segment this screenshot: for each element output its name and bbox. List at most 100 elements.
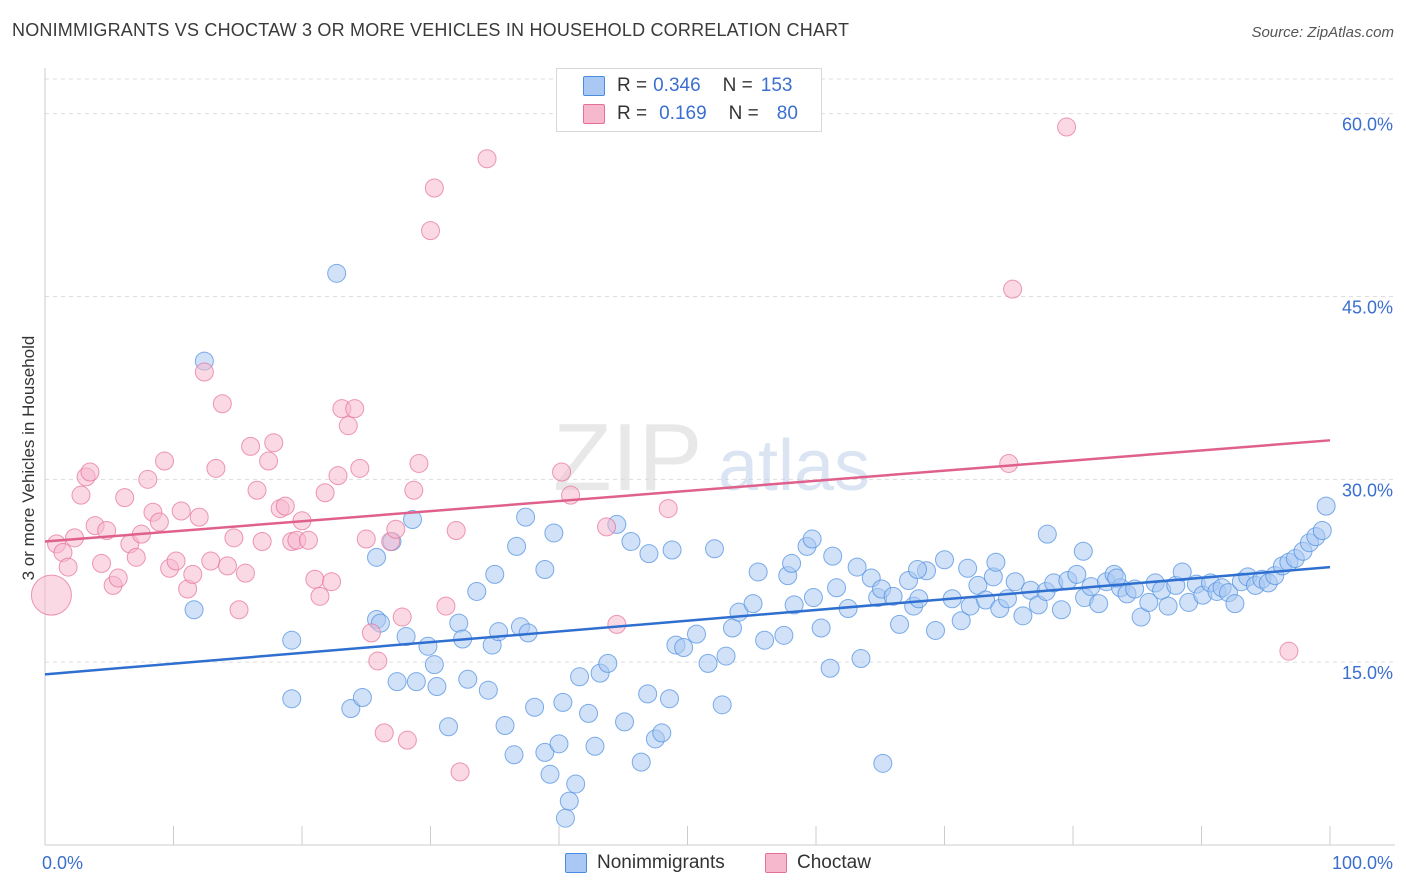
nonimmigrants-point bbox=[639, 544, 659, 564]
choctaw-point bbox=[315, 483, 335, 503]
nonimmigrants-point bbox=[662, 540, 682, 560]
nonimmigrants-point bbox=[951, 611, 971, 631]
bottom-legend-choctaw: Choctaw bbox=[765, 852, 871, 874]
nonimmigrants-point bbox=[722, 618, 742, 638]
nonimmigrants-point bbox=[827, 578, 847, 598]
y-axis-label: 3 or more Vehicles in Household bbox=[19, 336, 38, 581]
nonimmigrants-point bbox=[1225, 594, 1245, 614]
legend-r-label: R = bbox=[617, 75, 648, 96]
nonimmigrants-point bbox=[544, 523, 564, 543]
nonimmigrants-point bbox=[890, 614, 910, 634]
nonimmigrants-point bbox=[674, 638, 694, 658]
nonimmigrants-point bbox=[1013, 606, 1033, 626]
choctaw-point bbox=[224, 528, 244, 548]
nonimmigrants-point bbox=[585, 736, 605, 756]
nonimmigrants-point bbox=[485, 564, 505, 584]
legend-n-value: 80 bbox=[776, 103, 798, 124]
nonimmigrants-point bbox=[1316, 496, 1336, 516]
choctaw-point bbox=[356, 529, 376, 549]
nonimmigrants-point bbox=[418, 636, 438, 656]
nonimmigrants-point bbox=[184, 600, 204, 620]
nonimmigrants-point bbox=[540, 764, 560, 784]
nonimmigrants-point bbox=[282, 630, 302, 650]
nonimmigrants-point bbox=[712, 695, 732, 715]
nonimmigrants-point bbox=[782, 553, 802, 573]
choctaw-trend-line bbox=[44, 439, 1331, 543]
choctaw-point bbox=[345, 399, 365, 419]
legend-r-label: R = bbox=[617, 103, 648, 124]
choctaw-point bbox=[424, 178, 444, 198]
nonimmigrants-point bbox=[851, 649, 871, 669]
nonimmigrants-trend-line bbox=[44, 565, 1331, 676]
nonimmigrants-point bbox=[1131, 607, 1151, 627]
choctaw-point bbox=[1003, 279, 1023, 299]
choctaw-point bbox=[171, 501, 191, 521]
nonimmigrants-point bbox=[535, 560, 555, 580]
legend-swatch-pink bbox=[583, 104, 605, 124]
nonimmigrants-point bbox=[507, 536, 527, 556]
choctaw-point bbox=[310, 586, 330, 606]
nonimmigrants-point bbox=[803, 588, 823, 608]
choctaw-point bbox=[247, 480, 267, 500]
choctaw-point bbox=[259, 451, 279, 471]
choctaw-point bbox=[658, 499, 678, 519]
nonimmigrants-point bbox=[909, 589, 929, 609]
choctaw-point bbox=[206, 458, 226, 478]
nonimmigrants-point bbox=[449, 613, 469, 633]
choctaw-point bbox=[80, 462, 100, 482]
nonimmigrants-point bbox=[743, 594, 763, 614]
choctaw-point bbox=[597, 517, 617, 537]
bottom-legend-swatch-pink bbox=[765, 853, 787, 873]
nonimmigrants-point bbox=[660, 689, 680, 709]
nonimmigrants-point bbox=[516, 507, 536, 527]
nonimmigrants-point bbox=[926, 620, 946, 640]
tick-labels: 15.0% 30.0% 45.0% 60.0% 0.0% 100.0% bbox=[42, 115, 1393, 873]
choctaw-point bbox=[404, 480, 424, 500]
choctaw-point bbox=[368, 651, 388, 671]
choctaw-point bbox=[58, 557, 78, 577]
choctaw-point bbox=[115, 488, 135, 508]
axes bbox=[44, 68, 1395, 846]
nonimmigrants-point bbox=[621, 531, 641, 551]
choctaw-point bbox=[298, 530, 318, 550]
choctaw-point bbox=[361, 623, 381, 643]
y-tick-label: 30.0% bbox=[1342, 480, 1393, 500]
choctaw-point bbox=[350, 458, 370, 478]
nonimmigrants-point bbox=[1158, 596, 1178, 616]
choctaw-point bbox=[1057, 117, 1077, 137]
choctaw-point bbox=[338, 416, 358, 436]
nonimmigrants-point bbox=[579, 703, 599, 723]
nonimmigrants-point bbox=[883, 586, 903, 606]
correlation-legend: R = 0.346 N = 153 R = 0.169 N = 80 bbox=[556, 68, 822, 132]
nonimmigrants-point bbox=[1067, 564, 1087, 584]
choctaw-point bbox=[252, 531, 272, 551]
bottom-legend-label: Nonimmigrants bbox=[597, 852, 725, 873]
nonimmigrants-point bbox=[504, 745, 524, 765]
legend-n-value: 153 bbox=[760, 75, 793, 96]
x-tick-label: 0.0% bbox=[42, 853, 83, 873]
trend-lines bbox=[44, 439, 1331, 676]
legend-r-value: 0.169 bbox=[659, 103, 707, 124]
legend-r-value: 0.346 bbox=[653, 75, 701, 96]
choctaw-point bbox=[149, 512, 169, 532]
nonimmigrants-point bbox=[555, 808, 575, 828]
nonimmigrants-point bbox=[282, 689, 302, 709]
choctaw-point bbox=[229, 600, 249, 620]
choctaw-point bbox=[155, 451, 175, 471]
nonimmigrants-point bbox=[958, 558, 978, 578]
nonimmigrants-point bbox=[467, 581, 487, 601]
choctaw-point bbox=[97, 521, 117, 541]
nonimmigrants-point bbox=[396, 627, 416, 647]
choctaw-point bbox=[275, 496, 295, 516]
nonimmigrants-point bbox=[458, 669, 478, 689]
choctaw-point bbox=[397, 730, 417, 750]
nonimmigrants-point bbox=[438, 717, 458, 737]
nonimmigrants-point bbox=[820, 658, 840, 678]
chart-title: NONIMMIGRANTS VS CHOCTAW 3 OR MORE VEHIC… bbox=[12, 20, 850, 40]
nonimmigrants-point bbox=[598, 653, 618, 673]
nonimmigrants-point bbox=[367, 547, 387, 567]
nonimmigrants-point bbox=[784, 595, 804, 615]
nonimmigrants-point bbox=[341, 698, 361, 718]
choctaw-point bbox=[305, 569, 325, 589]
